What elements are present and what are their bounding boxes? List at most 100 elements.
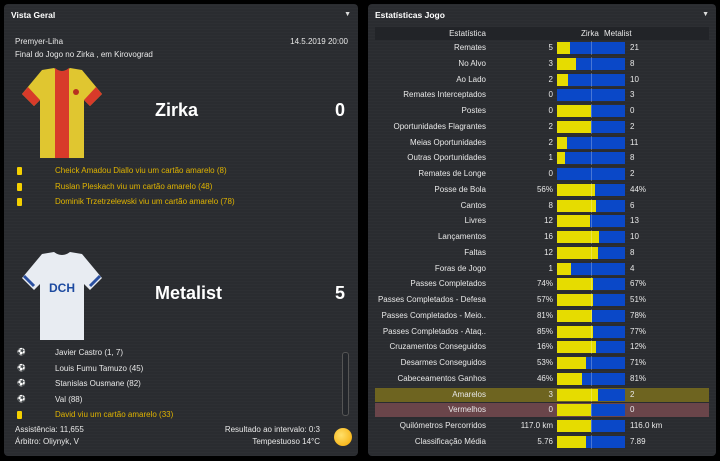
comparison-bar (557, 119, 625, 134)
home-bar-fill (557, 388, 598, 401)
away-value: 2 (630, 169, 635, 179)
comparison-bar (557, 245, 625, 260)
away-value: 8 (630, 247, 635, 257)
stat-row: Vermelhos 0 0 (375, 403, 709, 418)
comparison-bar (557, 135, 625, 150)
stat-label: No Alvo (458, 58, 486, 68)
away-value: 67% (630, 279, 647, 289)
match-event: David viu um cartão amarelo (33) (4, 408, 344, 422)
event-text[interactable]: Dominik Trzetrzelewski viu um cartão ama… (55, 197, 235, 206)
match-event: ⚽ Stanislas Ousmane (82) (4, 377, 344, 391)
stat-row: Cantos 8 6 (375, 198, 709, 213)
away-value: 116.0 km (630, 421, 663, 431)
stat-label: Desarmes Conseguidos (400, 358, 486, 368)
competition[interactable]: Premyer-Liha (15, 37, 64, 46)
comparison-bar (557, 88, 625, 103)
stat-row: Quilómetros Percorridos 117.0 km 116.0 k… (375, 419, 709, 434)
away-value: 7.89 (630, 437, 646, 446)
home-value: 81% (536, 310, 553, 320)
stat-row: Livres 12 13 (375, 214, 709, 229)
home-value: 0 (548, 106, 553, 116)
referee[interactable]: Árbitro: Oliynyk, V (15, 437, 80, 446)
away-value: 2 (630, 389, 635, 399)
home-value: 5 (548, 43, 553, 52)
stat-row: Posse de Bola 56% 44% (375, 182, 709, 197)
stat-row: Cruzamentos Conseguidos 16% 12% (375, 340, 709, 355)
stat-row: Meias Oportunidades 2 11 (375, 135, 709, 150)
home-value: 1 (548, 153, 553, 163)
comparison-bar (557, 340, 625, 355)
away-value: 3 (630, 90, 635, 100)
comparison-bar (557, 435, 625, 449)
home-bar-fill (557, 152, 565, 165)
match-event: ⚽ Louis Fumu Tamuzo (45) (4, 362, 344, 376)
home-value: 16% (536, 342, 553, 352)
stat-row: Passes Completados - Ataq.. 85% 77% (375, 324, 709, 339)
home-value: 12 (544, 216, 553, 226)
svg-text:DCH: DCH (49, 281, 75, 295)
away-team-name[interactable]: Metalist (155, 283, 223, 303)
home-bar-fill (557, 57, 576, 70)
stat-row: Passes Completados 74% 67% (375, 277, 709, 292)
home-value: 3 (548, 58, 553, 68)
stat-row: Oportunidades Flagrantes 2 2 (375, 119, 709, 134)
home-value: 74% (536, 279, 553, 289)
panel-menu-icon[interactable]: ▼ (702, 11, 709, 18)
event-text[interactable]: Louis Fumu Tamuzo (45) (55, 363, 144, 373)
away-value: 2 (630, 121, 635, 131)
stats-header: Estatística Zirka Metalist (375, 27, 709, 40)
away-value: 11 (630, 137, 639, 147)
home-bar-fill (557, 231, 599, 244)
events-scrollbar[interactable] (342, 352, 349, 416)
event-text[interactable]: Val (88) (55, 394, 83, 404)
event-text[interactable]: Javier Castro (1, 7) (55, 348, 124, 357)
stat-label: Cruzamentos Conseguidos (389, 342, 487, 352)
home-bar-fill (557, 436, 586, 448)
event-text[interactable]: Stanislas Ousmane (82) (55, 379, 141, 388)
match-datetime: 14.5.2019 20:00 (290, 37, 348, 46)
weather: Tempestuoso 14°C (252, 437, 320, 446)
home-bar-fill (557, 42, 571, 54)
home-bar-fill (557, 420, 592, 433)
away-value: 13 (630, 216, 639, 226)
stat-row: Cabeceamentos Ganhos 46% 81% (375, 371, 709, 386)
stat-label: Passes Completados (410, 279, 486, 289)
stat-label: Livres (464, 216, 486, 226)
comparison-bar (557, 214, 625, 229)
comparison-bar (557, 41, 625, 55)
attendance: Assistência: 11,655 (15, 425, 84, 434)
home-value: 5.76 (537, 437, 553, 446)
panel-menu-icon[interactable]: ▼ (344, 11, 351, 18)
home-bar-fill (557, 183, 596, 196)
home-value: 53% (536, 358, 553, 368)
home-value: 2 (548, 121, 553, 131)
home-value: 2 (548, 74, 553, 84)
stat-label: Passes Completados - Defesa (377, 295, 486, 305)
stat-label: Passes Completados - Ataq.. (382, 326, 486, 336)
stat-label: Remates (453, 43, 486, 52)
comparison-bar (557, 293, 625, 308)
home-bar-fill (557, 325, 593, 338)
event-text[interactable]: David viu um cartão amarelo (33) (55, 410, 174, 419)
event-text[interactable]: Cheick Amadou Diallo viu um cartão amare… (55, 166, 227, 175)
venue-text: Final do Jogo no Zirka , em Kirovograd (15, 50, 153, 59)
stat-label: Oportunidades Flagrantes (393, 121, 487, 131)
comparison-bar (557, 261, 625, 276)
yellow-card-icon (17, 198, 22, 206)
stat-row: Passes Completados - Defesa 57% 51% (375, 293, 709, 308)
away-value: 12% (630, 342, 647, 352)
home-bar-fill (557, 246, 598, 259)
away-value: 81% (630, 373, 647, 383)
event-text[interactable]: Ruslan Pleskach viu um cartão amarelo (4… (55, 181, 213, 191)
comparison-bar (557, 104, 625, 119)
away-value: 6 (630, 200, 635, 210)
overview-panel: Vista Geral ▼ Premyer-Liha 14.5.2019 20:… (4, 4, 358, 456)
comparison-bar (557, 198, 625, 213)
home-bar-fill (557, 262, 571, 275)
home-bar-fill (557, 278, 593, 291)
stat-row: Desarmes Conseguidos 53% 71% (375, 356, 709, 371)
home-bar-fill (557, 199, 596, 212)
panel-title: Vista Geral (11, 10, 56, 20)
stat-row: Classificação Média 5.76 7.89 (375, 435, 709, 449)
home-team-name[interactable]: Zirka (155, 100, 199, 120)
